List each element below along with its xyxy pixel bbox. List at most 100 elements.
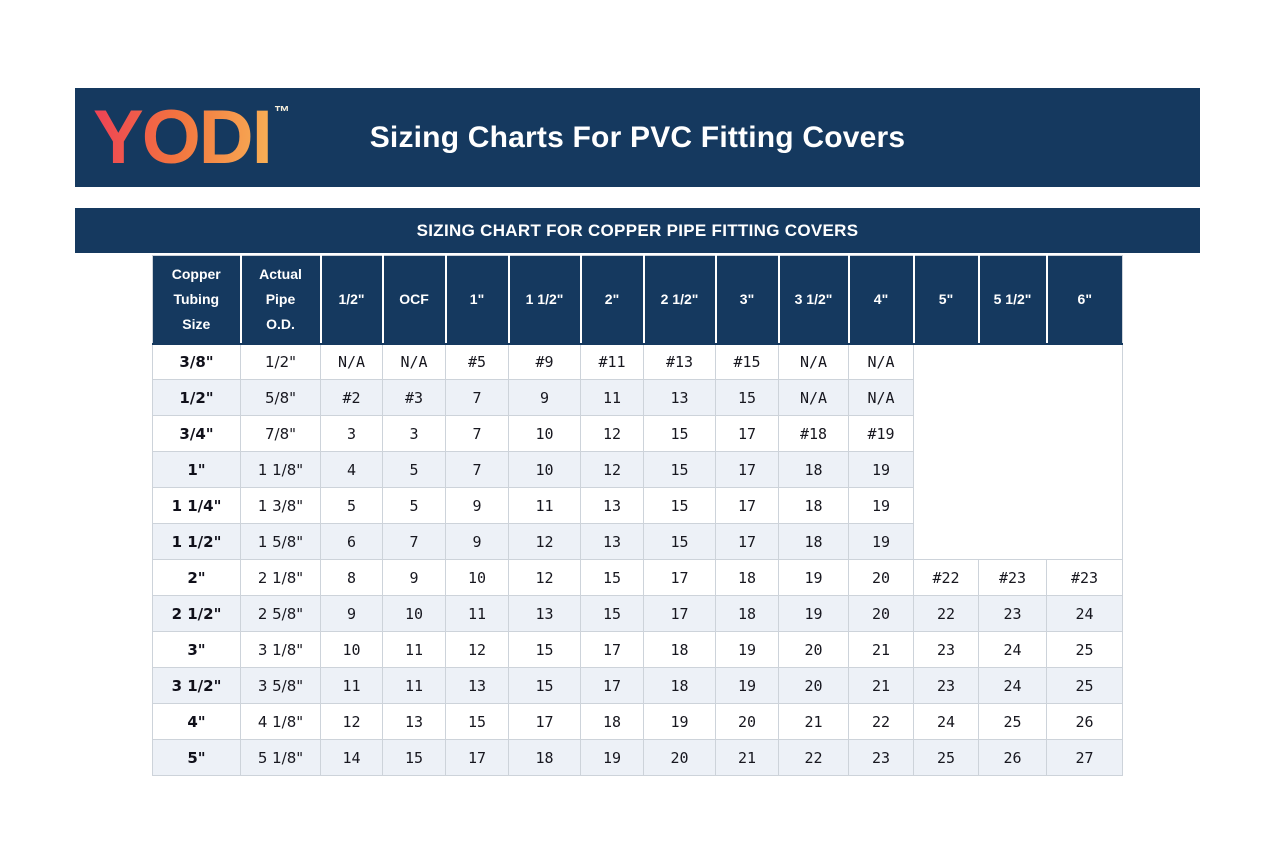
size-cell: 10 <box>508 451 581 488</box>
size-cell: 18 <box>778 451 849 488</box>
size-cell: 5 1/8" <box>240 739 321 776</box>
size-cell: 24 <box>913 703 979 740</box>
size-cell: 3 <box>320 415 383 452</box>
size-cell: 18 <box>778 487 849 524</box>
size-cell: 9 <box>445 523 509 560</box>
size-cell: 20 <box>715 703 779 740</box>
size-cell: N/A <box>320 343 383 380</box>
size-cell: 6 <box>320 523 383 560</box>
yodi-logo-text: YODI <box>93 94 273 180</box>
size-cell: 15 <box>580 559 644 596</box>
size-cell: 19 <box>778 595 849 632</box>
size-cell: #23 <box>1046 559 1123 596</box>
size-cell: 19 <box>778 559 849 596</box>
size-cell: 13 <box>643 379 716 416</box>
size-cell: 3 5/8" <box>240 667 321 704</box>
size-cell: 23 <box>913 631 979 668</box>
copper-pipe-sizing-table: Copper Tubing Size Actual Pipe O.D. 1/2" OC… <box>152 255 1123 776</box>
size-cell: 19 <box>715 667 779 704</box>
size-cell: 20 <box>778 667 849 704</box>
size-cell: 1/2" <box>240 343 321 380</box>
size-cell: 11 <box>580 379 644 416</box>
size-cell: 9 <box>445 487 509 524</box>
size-cell: 15 <box>508 667 581 704</box>
size-cell: 19 <box>643 703 716 740</box>
page-title: Sizing Charts For PVC Fitting Covers <box>369 120 906 154</box>
size-cell: #15 <box>715 343 779 380</box>
size-cell: 11 <box>382 667 446 704</box>
size-cell: N/A <box>848 343 914 380</box>
size-cell: 7/8" <box>240 415 321 452</box>
size-cell: #3 <box>382 379 446 416</box>
table-row: 3/4" 7/8" 3 3 7 10 12 15 17 #18 #19 <box>152 415 1123 452</box>
size-cell: 21 <box>848 667 914 704</box>
size-cell: #9 <box>508 343 581 380</box>
column-header-1: Actual Pipe O.D. <box>240 255 322 345</box>
size-cell: 13 <box>580 523 644 560</box>
row-label: 2" <box>152 559 241 596</box>
size-cell: #2 <box>320 379 383 416</box>
size-cell: 1 3/8" <box>240 487 321 524</box>
size-cell: 17 <box>508 703 581 740</box>
size-cell: 22 <box>778 739 849 776</box>
column-header-3: OCF <box>382 255 447 345</box>
empty-region <box>913 342 1123 560</box>
size-cell: 3 1/8" <box>240 631 321 668</box>
size-cell: 17 <box>715 487 779 524</box>
row-label: 3/4" <box>152 415 241 452</box>
size-cell: 19 <box>848 451 914 488</box>
size-cell: 12 <box>508 523 581 560</box>
size-cell: 25 <box>978 703 1047 740</box>
size-cell: 13 <box>445 667 509 704</box>
column-header-0: Copper Tubing Size <box>152 255 242 345</box>
size-cell: 18 <box>715 595 779 632</box>
size-cell: 18 <box>643 631 716 668</box>
size-cell: 25 <box>913 739 979 776</box>
table-row: 4" 4 1/8" 12 13 15 17 18 19 20 21 22 24 25 26 <box>152 703 1123 740</box>
row-label: 3 1/2" <box>152 667 241 704</box>
size-cell: #19 <box>848 415 914 452</box>
size-cell: 7 <box>445 379 509 416</box>
size-cell: 3 <box>382 415 446 452</box>
size-cell: 11 <box>445 595 509 632</box>
table-header-row: Copper Tubing Size Actual Pipe O.D. 1/2" OC… <box>152 255 1123 345</box>
size-cell: 15 <box>643 487 716 524</box>
column-header-9: 3 1/2" <box>778 255 850 345</box>
size-cell: 1 5/8" <box>240 523 321 560</box>
column-header-12: 5 1/2" <box>978 255 1048 345</box>
size-cell: #13 <box>643 343 716 380</box>
row-label: 1/2" <box>152 379 241 416</box>
size-cell: 7 <box>445 415 509 452</box>
size-cell: 20 <box>848 559 914 596</box>
size-cell: 21 <box>778 703 849 740</box>
table-row: 1/2" 5/8" #2 #3 7 9 11 13 15 N/A N/A <box>152 379 1123 416</box>
size-cell: 9 <box>508 379 581 416</box>
row-label: 1 1/2" <box>152 523 241 560</box>
size-cell: #22 <box>913 559 979 596</box>
column-header-11: 5" <box>913 255 980 345</box>
section-title-bar: SIZING CHART FOR COPPER PIPE FITTING COV… <box>75 208 1200 253</box>
size-cell: 15 <box>643 415 716 452</box>
size-cell: 24 <box>978 631 1047 668</box>
size-cell: 11 <box>320 667 383 704</box>
size-cell: 4 1/8" <box>240 703 321 740</box>
size-cell: 7 <box>445 451 509 488</box>
row-label: 4" <box>152 703 241 740</box>
size-cell: 18 <box>508 739 581 776</box>
column-header-5: 1 1/2" <box>508 255 582 345</box>
size-cell: #11 <box>580 343 644 380</box>
size-cell: 12 <box>320 703 383 740</box>
table-row: 3/8" 1/2" N/A N/A #5 #9 #11 #13 #15 N/A N/A <box>152 342 1123 560</box>
size-cell: 4 <box>320 451 383 488</box>
size-cell: 15 <box>580 595 644 632</box>
table-row: 1 1/2" 1 5/8" 6 7 9 12 13 15 17 18 19 <box>152 523 1123 560</box>
size-cell: 24 <box>1046 595 1123 632</box>
size-cell: 21 <box>715 739 779 776</box>
size-cell: 11 <box>508 487 581 524</box>
size-cell: 17 <box>715 451 779 488</box>
column-header-6: 2" <box>580 255 645 345</box>
column-header-13: 6" <box>1046 255 1123 345</box>
size-cell: 13 <box>508 595 581 632</box>
size-cell: 2 5/8" <box>240 595 321 632</box>
